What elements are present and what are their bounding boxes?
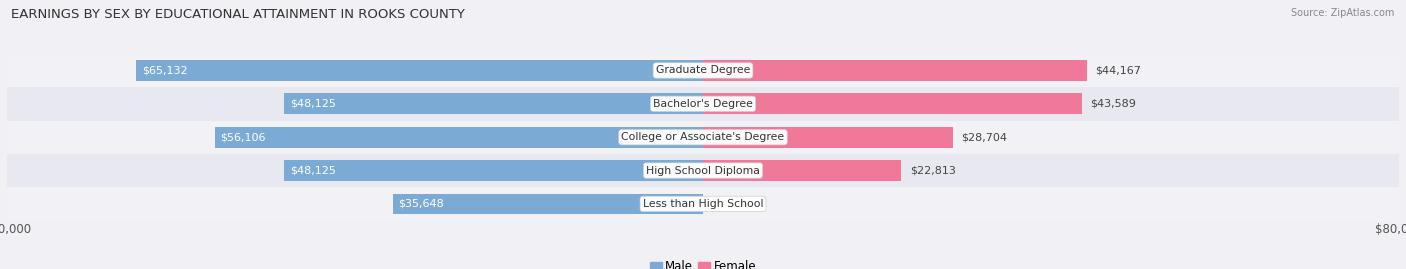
Text: Less than High School: Less than High School	[643, 199, 763, 209]
Bar	[136, 60, 703, 81]
Bar	[7, 121, 1399, 154]
Bar	[7, 187, 1399, 221]
Bar	[703, 160, 901, 181]
Bar	[392, 194, 703, 214]
Text: EARNINGS BY SEX BY EDUCATIONAL ATTAINMENT IN ROOKS COUNTY: EARNINGS BY SEX BY EDUCATIONAL ATTAINMEN…	[11, 8, 465, 21]
Text: $0: $0	[711, 199, 725, 209]
Text: Bachelor's Degree: Bachelor's Degree	[652, 99, 754, 109]
Bar	[7, 154, 1399, 187]
Text: $43,589: $43,589	[1091, 99, 1136, 109]
Bar	[703, 94, 1083, 114]
Text: High School Diploma: High School Diploma	[647, 165, 759, 176]
Bar	[284, 94, 703, 114]
Text: $48,125: $48,125	[290, 99, 336, 109]
Text: Graduate Degree: Graduate Degree	[655, 65, 751, 76]
Legend: Male, Female: Male, Female	[645, 256, 761, 269]
Bar	[703, 60, 1087, 81]
Bar	[284, 160, 703, 181]
Text: $28,704: $28,704	[962, 132, 1007, 142]
Text: $44,167: $44,167	[1095, 65, 1142, 76]
Bar	[7, 54, 1399, 87]
Text: Source: ZipAtlas.com: Source: ZipAtlas.com	[1291, 8, 1395, 18]
Bar	[7, 87, 1399, 121]
Text: $56,106: $56,106	[221, 132, 266, 142]
Bar	[215, 127, 703, 147]
Bar	[703, 127, 953, 147]
Text: $22,813: $22,813	[910, 165, 956, 176]
Text: $65,132: $65,132	[142, 65, 187, 76]
Text: College or Associate's Degree: College or Associate's Degree	[621, 132, 785, 142]
Text: $48,125: $48,125	[290, 165, 336, 176]
Text: $35,648: $35,648	[398, 199, 444, 209]
